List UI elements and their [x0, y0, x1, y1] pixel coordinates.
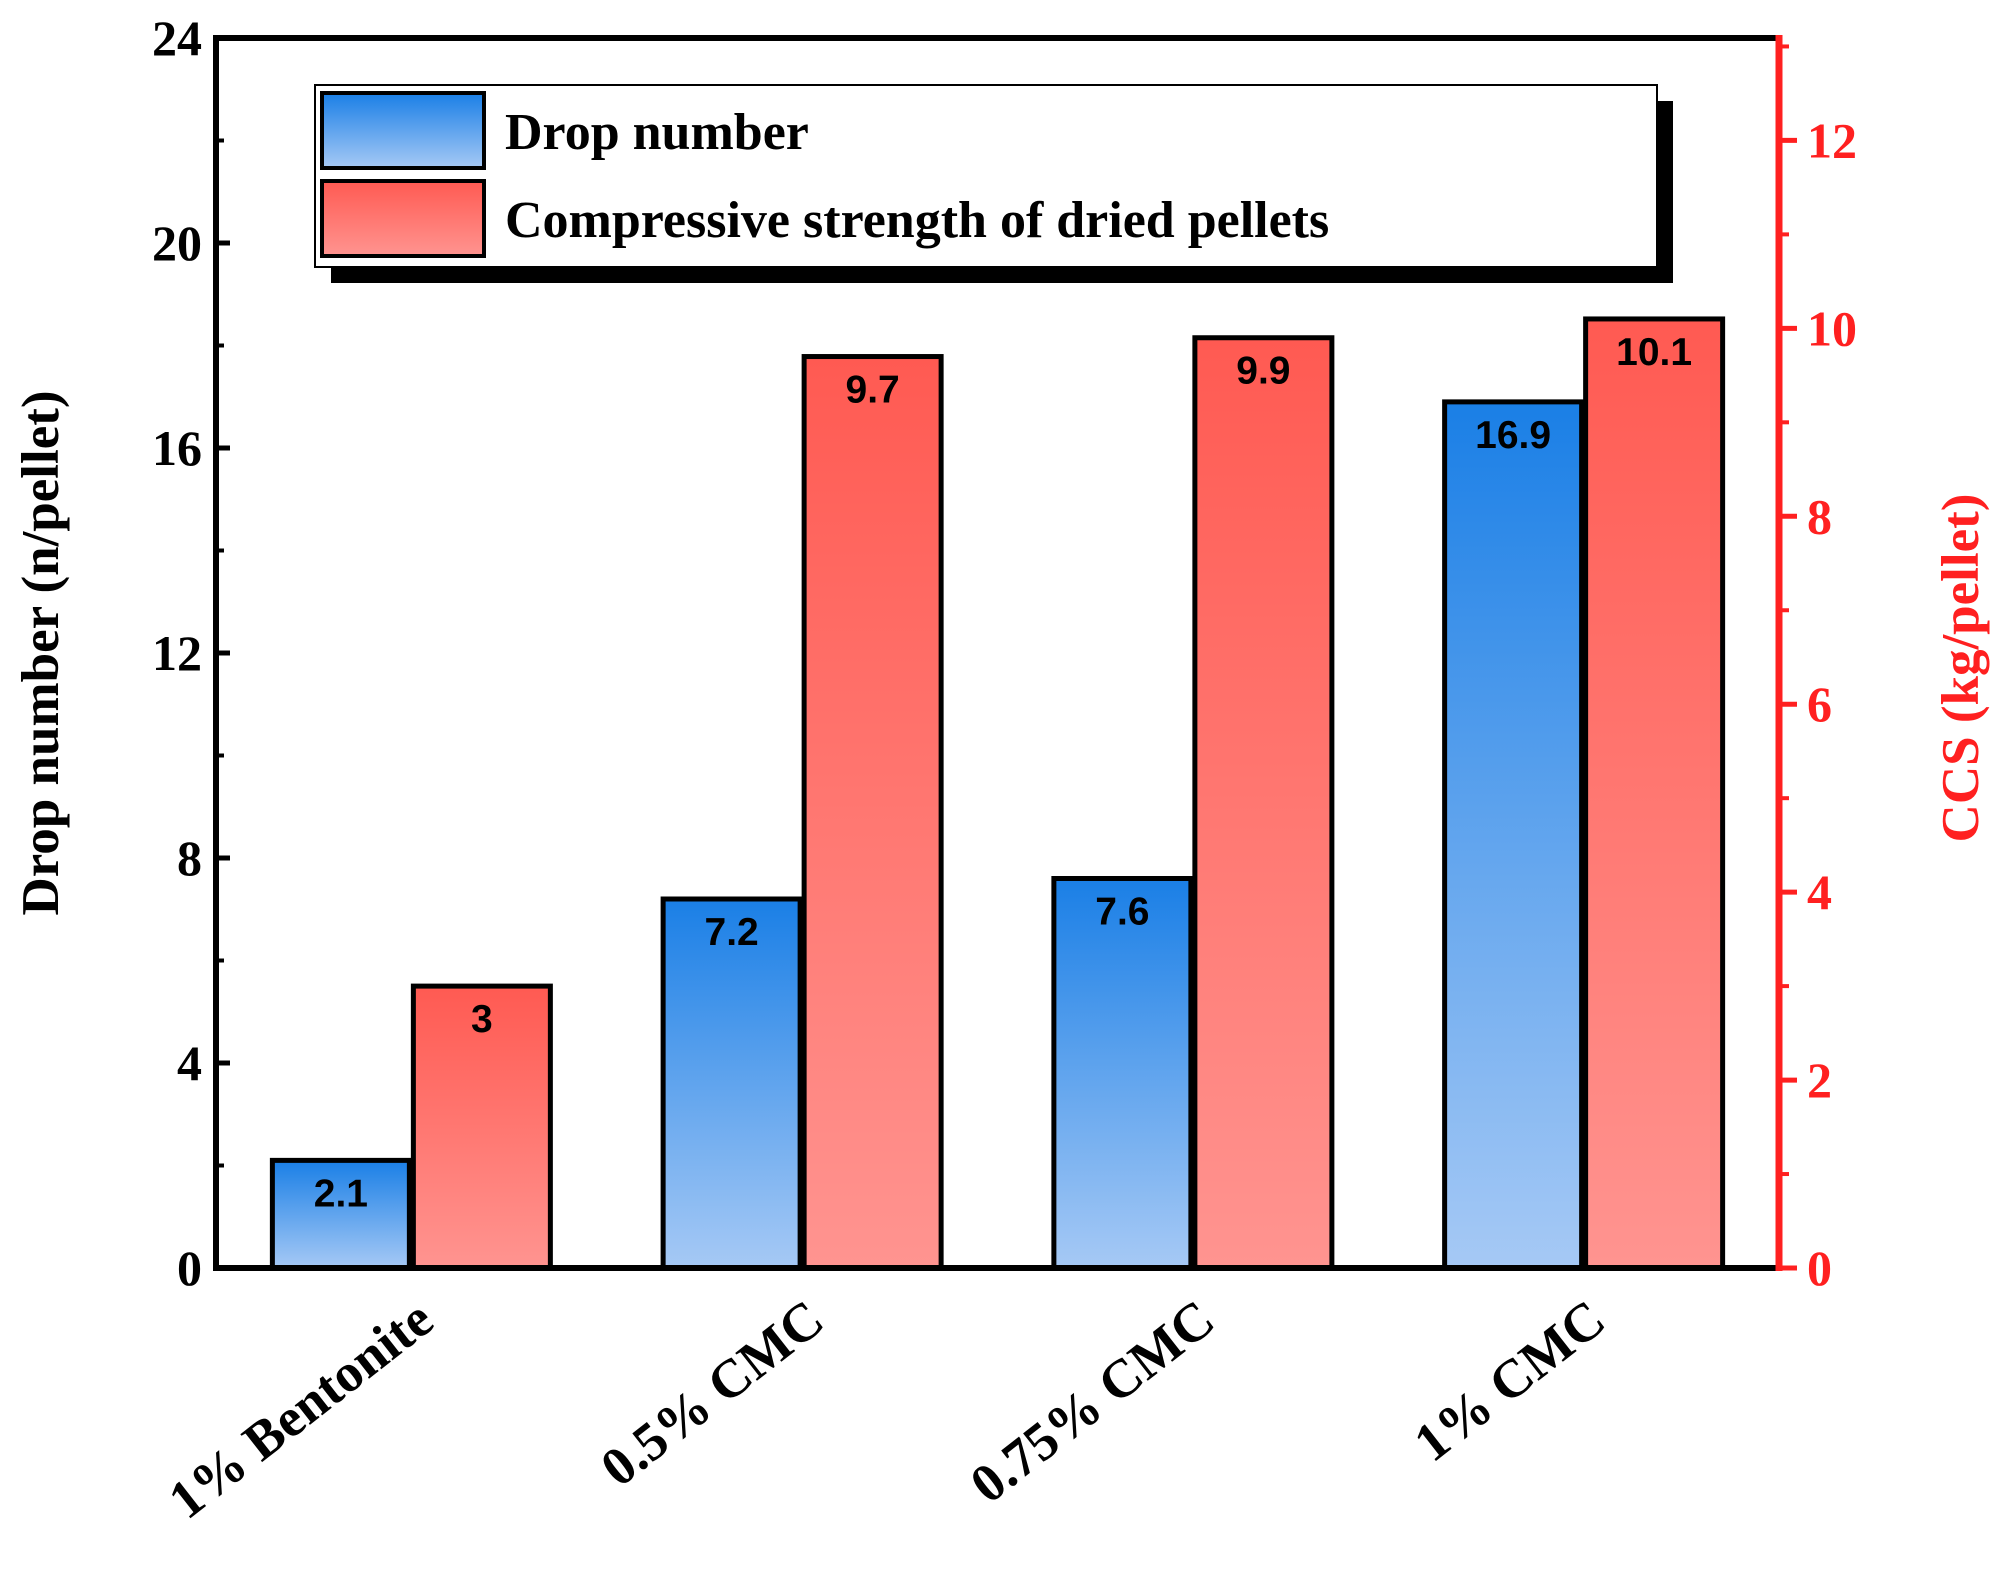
legend-box	[314, 84, 1658, 268]
x-tick-label-1-bentonite: 1% Bentonite	[157, 1288, 443, 1530]
x-axis: 1% Bentonite 0.5% CMC 0.75% CMC 1% CMC	[157, 1256, 1616, 1530]
y2-tick-label-10: 10	[1807, 300, 1857, 356]
bar-compressive-strength-0-75-cmc	[1192, 335, 1335, 1271]
data-label-drop-number-0-5-cmc: 7.2	[705, 911, 759, 954]
data-label-drop-number-1-cmc: 16.9	[1475, 414, 1551, 457]
legend: Drop number Compressive strength of drie…	[314, 84, 1673, 283]
y-tick-label-12: 12	[152, 625, 202, 681]
legend-swatch-drop-number	[320, 91, 486, 170]
y2-tick-label-8: 8	[1807, 488, 1832, 544]
right-axis: 0 2 4 6 8 10 12	[1779, 44, 1857, 1296]
bar-compressive-strength-0-5-cmc	[801, 354, 944, 1271]
x-tick-label-0-5-cmc: 0.5% CMC	[590, 1288, 835, 1498]
y2-tick-label-12: 12	[1807, 112, 1857, 168]
legend-swatch-compressive-strength	[320, 179, 486, 258]
y-tick-label-8: 8	[177, 830, 202, 886]
data-label-compressive-strength-1-cmc: 10.1	[1616, 331, 1692, 374]
data-label-drop-number-1-bentonite: 2.1	[314, 1172, 368, 1215]
bar-drop-number-0-75-cmc	[1051, 876, 1194, 1271]
y-tick-label-0: 0	[177, 1240, 202, 1296]
y-tick-label-4: 4	[177, 1035, 202, 1091]
left-axis: 0 4 8 12 16 20 24	[152, 10, 230, 1296]
y2-tick-label-2: 2	[1807, 1052, 1832, 1108]
y2-tick-label-0: 0	[1807, 1240, 1832, 1296]
bar-drop-number-0-5-cmc	[660, 896, 803, 1271]
data-labels-layer: 2.1 3 7.2 9.7 7.6 9.9 16.9 10.1	[314, 331, 1692, 1215]
data-label-drop-number-0-75-cmc: 7.6	[1095, 891, 1149, 934]
y-tick-label-16: 16	[152, 420, 202, 476]
data-label-compressive-strength-0-5-cmc: 9.7	[846, 369, 900, 412]
bar-drop-number-1-cmc	[1442, 399, 1585, 1271]
legend-label-drop-number: Drop number	[505, 104, 809, 161]
bar-compressive-strength-1-cmc	[1583, 316, 1726, 1271]
y-tick-label-24: 24	[152, 10, 202, 66]
data-label-compressive-strength-1-bentonite: 3	[471, 998, 493, 1041]
y2-tick-label-6: 6	[1807, 676, 1832, 732]
y2-axis-title: CCS (kg/pellet)	[1932, 494, 1990, 843]
x-tick-label-1-cmc: 1% CMC	[1403, 1288, 1616, 1473]
x-tick-label-0-75-cmc: 0.75% CMC	[959, 1288, 1225, 1514]
data-label-compressive-strength-0-75-cmc: 9.9	[1236, 350, 1290, 393]
legend-label-compressive-strength: Compressive strength of dried pellets	[505, 192, 1329, 249]
bars-layer	[269, 316, 1726, 1271]
y-axis-title: Drop number (n/pellet)	[12, 390, 70, 915]
bar-compressive-strength-1-bentonite	[410, 983, 553, 1271]
y2-tick-label-4: 4	[1807, 864, 1832, 920]
y-tick-label-20: 20	[152, 215, 202, 271]
